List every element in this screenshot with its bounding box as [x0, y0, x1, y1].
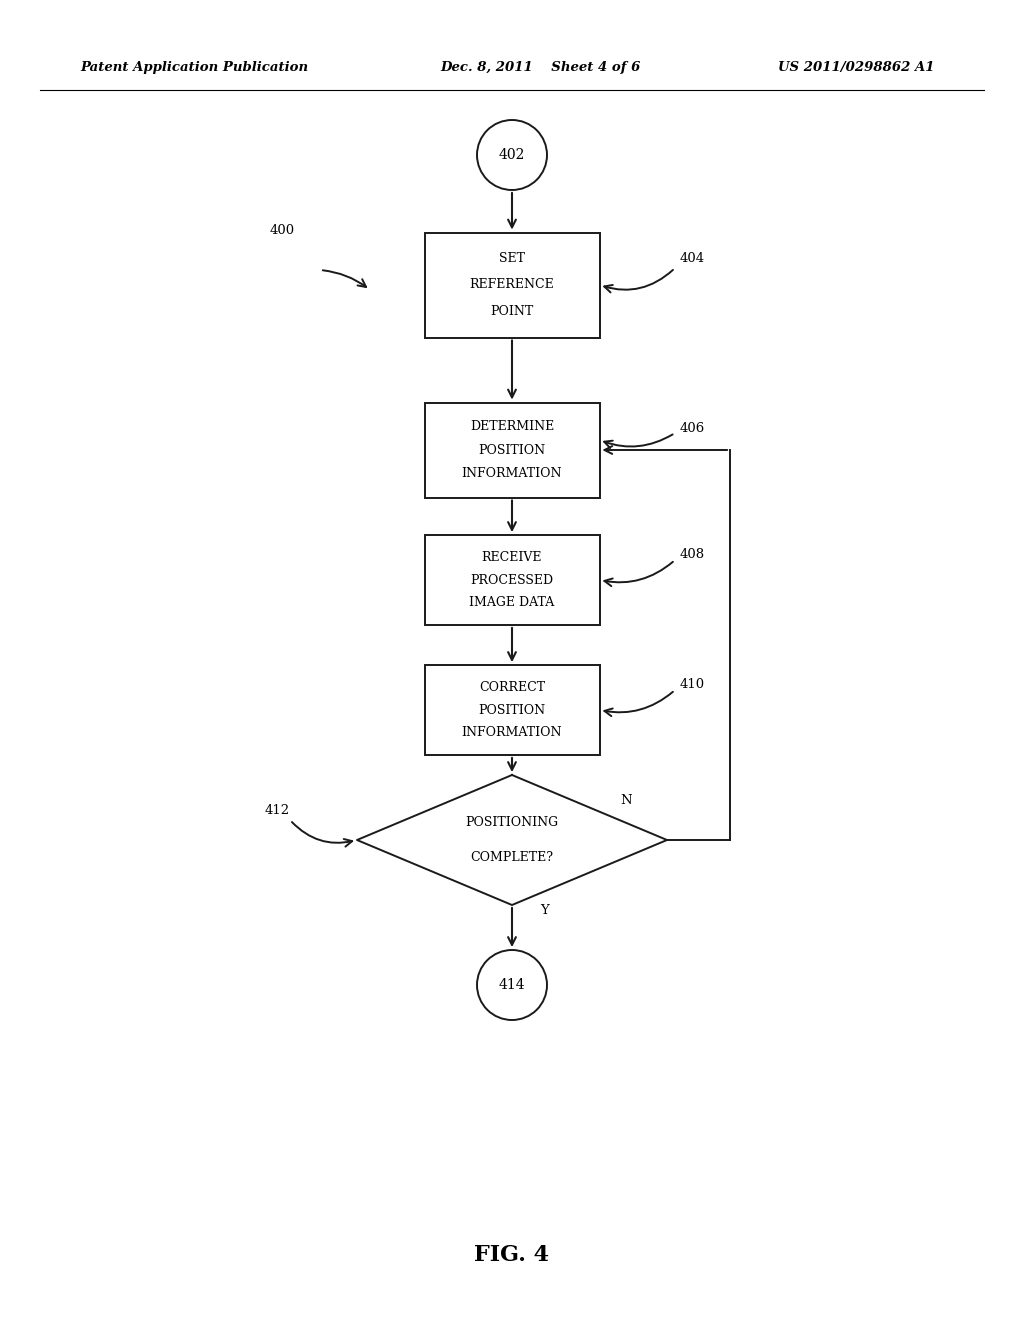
- Text: FIG. 4: FIG. 4: [474, 1243, 550, 1266]
- Text: REFERENCE: REFERENCE: [470, 279, 554, 292]
- Bar: [425, 403, 599, 498]
- Bar: [425, 535, 599, 624]
- Text: INFORMATION: INFORMATION: [462, 726, 562, 739]
- Text: Dec. 8, 2011    Sheet 4 of 6: Dec. 8, 2011 Sheet 4 of 6: [440, 62, 641, 74]
- Text: N: N: [620, 793, 632, 807]
- Text: 402: 402: [499, 148, 525, 162]
- Text: 412: 412: [265, 804, 290, 817]
- Text: 410: 410: [680, 678, 706, 692]
- Text: 404: 404: [680, 252, 706, 264]
- Text: 408: 408: [680, 549, 706, 561]
- Text: 414: 414: [499, 978, 525, 993]
- Text: COMPLETE?: COMPLETE?: [470, 851, 554, 865]
- Text: RECEIVE: RECEIVE: [481, 550, 543, 564]
- Bar: [425, 665, 599, 755]
- Text: POINT: POINT: [490, 305, 534, 318]
- Text: Patent Application Publication: Patent Application Publication: [80, 62, 308, 74]
- Text: Y: Y: [540, 903, 549, 916]
- Text: POSITION: POSITION: [478, 444, 546, 457]
- Text: 400: 400: [270, 223, 295, 236]
- Bar: [425, 232, 599, 338]
- Text: PROCESSED: PROCESSED: [470, 573, 554, 586]
- Text: POSITIONING: POSITIONING: [466, 816, 558, 829]
- Text: CORRECT: CORRECT: [479, 681, 545, 694]
- Text: IMAGE DATA: IMAGE DATA: [469, 597, 555, 609]
- Text: POSITION: POSITION: [478, 704, 546, 717]
- Text: US 2011/0298862 A1: US 2011/0298862 A1: [778, 62, 935, 74]
- Text: INFORMATION: INFORMATION: [462, 467, 562, 480]
- Text: SET: SET: [499, 252, 525, 265]
- Text: 406: 406: [680, 421, 706, 434]
- Text: DETERMINE: DETERMINE: [470, 420, 554, 433]
